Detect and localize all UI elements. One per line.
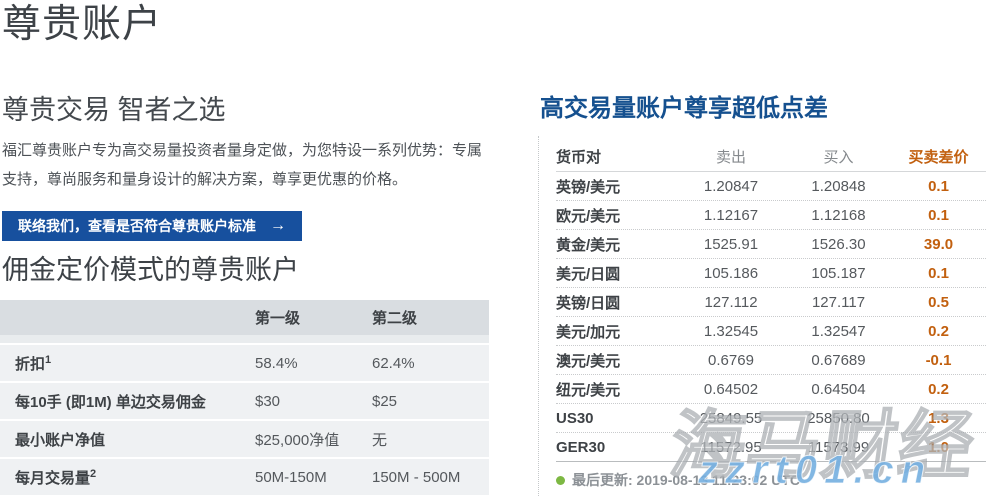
table-row: 欧元/美元 1.12167 1.12168 0.1 (556, 201, 986, 230)
row-label: 每月交易量2 (15, 467, 97, 487)
commission-header-tier2: 第二级 (372, 310, 418, 327)
footnote-marker: 1 (45, 353, 52, 366)
row-label: 折扣1 (15, 353, 52, 373)
buy-price: 0.67689 (811, 351, 866, 369)
buy-price: 1.32547 (811, 322, 866, 340)
spreads-table: 货币对 卖出 买入 买卖差价 英镑/美元 1.20847 1.20848 0.1… (556, 142, 986, 462)
pair-name: 纽元/美元 (556, 381, 621, 399)
tier2-value: 62.4% (372, 354, 415, 372)
pair-name: GER30 (556, 438, 606, 456)
pair-name: 美元/日圆 (556, 265, 621, 283)
table-row: 美元/日圆 105.186 105.187 0.1 (556, 259, 986, 288)
spread-value: 0.2 (928, 322, 949, 340)
header-sell: 卖出 (715, 149, 746, 166)
table-row: 最小账户净值 $25,000净值 无 (0, 421, 489, 457)
tier1-value: 58.4% (255, 354, 298, 372)
spreads-table-header: 货币对 卖出 买入 买卖差价 (556, 142, 986, 172)
sell-price: 25849.55 (699, 409, 763, 427)
pair-name: 黄金/美元 (556, 236, 621, 254)
sell-price: 105.186 (703, 264, 759, 282)
table-row: 每10手 (即1M) 单边交易佣金 $30 $25 (0, 383, 489, 419)
spread-value: 0.2 (928, 380, 949, 398)
buy-price: 0.64504 (811, 380, 866, 398)
table-row: 每月交易量2 50M-150M 150M - 500M (0, 459, 489, 495)
table-row: US30 25849.55 25850.80 1.3 (556, 404, 986, 433)
header-spread: 买卖差价 (908, 149, 969, 166)
commission-table-header: 第一级 第二级 (0, 300, 489, 335)
tier2-value: $25 (372, 392, 398, 410)
table-row: GER30 11572.95 11573.99 1.0 (556, 433, 986, 462)
commission-header-band (0, 335, 489, 343)
spread-value: 0.1 (928, 264, 949, 282)
header-pair: 货币对 (556, 149, 602, 166)
spread-value: 1.3 (928, 409, 949, 427)
section-divider (538, 136, 539, 496)
sell-price: 1.32545 (703, 322, 759, 340)
sell-price: 1525.91 (703, 235, 759, 253)
tier1-value: $30 (255, 392, 281, 410)
tier2-value: 无 (372, 431, 388, 449)
sell-price: 0.64502 (703, 380, 759, 398)
row-label: 每10手 (即1M) 单边交易佣金 (15, 393, 206, 411)
footnote-marker: 2 (90, 467, 97, 480)
table-row: 美元/加元 1.32545 1.32547 0.2 (556, 317, 986, 346)
pair-name: 欧元/美元 (556, 207, 621, 225)
sell-price: 11572.95 (700, 438, 762, 456)
contact-us-button[interactable]: 联络我们，查看是否符合尊贵账户标准 → (2, 211, 302, 241)
tier1-value: 50M-150M (255, 468, 327, 486)
buy-price: 1526.30 (811, 235, 866, 253)
page-title: 尊贵账户 (2, 3, 163, 46)
table-row: 澳元/美元 0.6769 0.67689 -0.1 (556, 346, 986, 375)
table-row: 黄金/美元 1525.91 1526.30 39.0 (556, 230, 986, 259)
spread-value: -0.1 (925, 351, 952, 369)
status-dot-icon (556, 475, 565, 485)
pair-name: US30 (556, 409, 594, 427)
sell-price: 0.6769 (708, 351, 754, 369)
header-buy: 买入 (823, 149, 854, 166)
account-description: 福汇尊贵账户专为高交易量投资者量身定做，为您特设一系列优势：专属支持，尊尚服务和… (2, 142, 483, 188)
last-updated-status: 最后更新: 2019-08-13 11:23:02 UTC (556, 470, 800, 490)
table-row: 折扣1 58.4% 62.4% (0, 345, 489, 381)
commission-section-title: 佣金定价模式的尊贵账户 (2, 255, 299, 285)
buy-price: 1.12168 (811, 206, 866, 224)
sell-price: 127.112 (704, 293, 758, 311)
contact-us-label: 联络我们，查看是否符合尊贵账户标准 (18, 218, 256, 234)
buy-price: 11573.99 (807, 438, 870, 456)
pair-name: 英镑/美元 (556, 178, 621, 196)
tier1-value: $25,000净值 (255, 431, 340, 449)
pair-name: 美元/加元 (556, 323, 621, 341)
buy-price: 127.117 (811, 293, 866, 311)
pair-name: 澳元/美元 (556, 352, 621, 370)
sell-price: 1.20847 (703, 177, 759, 195)
sell-price: 1.12167 (703, 206, 759, 224)
commission-header-tier1: 第一级 (255, 310, 301, 327)
buy-price: 25850.80 (807, 409, 870, 427)
spread-value: 0.1 (928, 206, 949, 224)
arrow-right-icon: → (270, 217, 286, 234)
spreads-section-title: 高交易量账户尊享超低点差 (540, 95, 828, 122)
spread-value: 0.1 (928, 177, 949, 195)
last-updated-text: 最后更新: 2019-08-13 11:23:02 UTC (572, 472, 800, 488)
tagline-heading: 尊贵交易 智者之选 (2, 95, 226, 125)
table-row: 纽元/美元 0.64502 0.64504 0.2 (556, 375, 986, 404)
pair-name: 英镑/日圆 (556, 294, 621, 312)
tier2-value: 150M - 500M (372, 468, 461, 486)
spread-value: 0.5 (928, 293, 949, 311)
spread-value: 1.0 (928, 438, 949, 456)
row-label: 最小账户净值 (15, 431, 106, 449)
spread-value: 39.0 (923, 235, 954, 253)
commission-table: 第一级 第二级 折扣1 58.4% 62.4% 每10手 (即1M) 单边交易佣… (0, 300, 489, 496)
buy-price: 105.187 (811, 264, 866, 282)
table-row: 英镑/美元 1.20847 1.20848 0.1 (556, 172, 986, 201)
table-row: 英镑/日圆 127.112 127.117 0.5 (556, 288, 986, 317)
buy-price: 1.20848 (811, 177, 866, 195)
